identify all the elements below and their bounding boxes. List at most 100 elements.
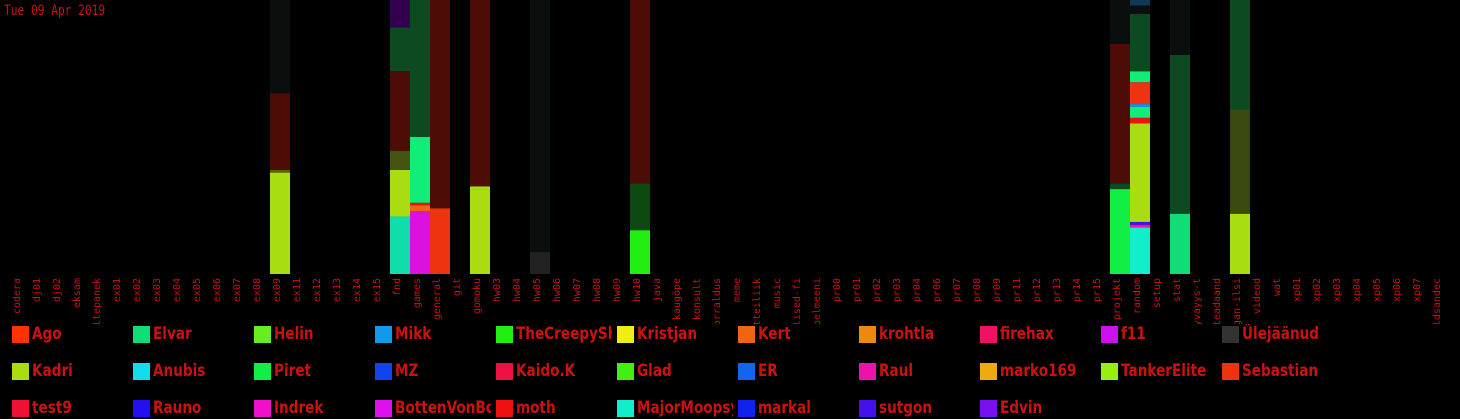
legend-item: firehax [980,324,1120,344]
tick-label-ex11: ex11 [292,278,303,302]
legend-label: Helin [274,324,314,344]
legend-swatch [1222,325,1239,343]
legend-label: marko169 [1000,361,1077,381]
tick-label-pr07: pr07 [952,278,963,302]
legend-label: Kert [758,324,791,344]
bar-segment-games-4 [410,0,430,137]
tick-label-ex12: ex12 [312,278,323,302]
bar-segment-vegan-ilsi-2 [1230,0,1250,110]
bar-stack-gomoku [470,0,490,274]
tick-label-pr04: pr04 [912,278,923,302]
tick-label-hw10: hw10 [632,278,643,302]
bar-segment-stat-0 [1170,213,1190,274]
legend-label: Mikk [395,324,432,344]
tick-label-java: java [652,278,663,302]
bar-segment-hw10-2 [630,0,650,184]
legend-label: MZ [395,361,419,381]
legend-item: Ülejäänud [1222,324,1362,344]
tick-label-games: games [412,278,423,308]
tick-label-gomoku: gomoku [472,278,483,314]
bar-segment-vegan-ilsi-1 [1230,109,1250,214]
bar-segment-gomoku-1 [470,186,490,190]
legend-label: Anubis [153,361,206,381]
legend-swatch [375,325,392,343]
tick-label-xp06: xp06 [1392,278,1403,302]
legend-swatch [1101,362,1118,380]
legend-swatch [859,325,876,343]
tick-label-pr15: pr15 [1092,278,1103,302]
legend-swatch [617,362,634,380]
legend-swatch [859,362,876,380]
legend-label: Piret [274,361,312,381]
legend-swatch [496,399,513,417]
bar-segment-ex09-3 [270,0,290,94]
legend-item: moth [496,398,636,418]
tick-label-ex15: ex15 [372,278,383,302]
legend-swatch [1222,362,1239,380]
legend-swatch [375,362,392,380]
legend-label: markal [758,398,811,418]
tick-label-pr03: pr03 [892,278,903,302]
bar-segment-fnd-4 [390,27,410,72]
tick-label-xp04: xp04 [1352,278,1363,302]
bar-segment-hw05-0 [530,252,550,274]
tick-label-meme: meme [732,278,743,302]
legend-swatch [375,399,392,417]
tick-label-ex03: ex03 [152,278,163,302]
bar-stack-general [430,0,450,274]
tick-label-setup: setup [1152,278,1163,308]
legend-swatch [1101,325,1118,343]
legend-label: Rauno [153,398,202,418]
tick-label-pr02: pr02 [872,278,883,302]
legend-item: Sebastian [1222,361,1362,381]
bar-segment-projekt-0 [1110,189,1130,274]
legend-item: Kert [738,324,878,344]
legend-swatch [617,325,634,343]
legend-label: test9 [32,398,72,418]
legend-label: Elvar [153,324,192,344]
tick-label-hw04: hw04 [512,278,523,302]
bar-segment-games-3 [410,137,430,203]
tick-label-random: random [1132,278,1143,314]
tick-label-pr11: pr11 [1012,278,1023,302]
legend-swatch [738,362,755,380]
tick-label-general: general [432,278,443,320]
tick-label-pr14: pr14 [1072,278,1083,302]
tick-label-hw05: hw05 [532,278,543,302]
tick-label-eksam: eksam [72,278,83,308]
legend-item: Elvar [133,324,273,344]
legend-label: Ago [32,324,62,344]
bar-segment-general-0 [430,208,450,274]
tick-label-hw08: hw08 [592,278,603,302]
legend-swatch [496,362,513,380]
tick-label-kaugõpe: kaugõpe [672,278,683,320]
bar-segment-general-1 [430,0,450,209]
bar-segment-hw10-0 [630,230,650,274]
tick-label-mitteiliik: mitteiliik [752,278,763,324]
bar-stack-projekt [1110,0,1130,274]
bar-segment-random-1 [1130,224,1150,228]
bar-segment-random-5 [1130,106,1150,118]
legend-swatch [254,399,271,417]
tick-label-xp01: xp01 [1292,278,1303,302]
tick-label-ex02: ex02 [132,278,143,302]
legend-item: Raul [859,361,999,381]
bar-stack-stat [1170,0,1190,274]
bar-segment-projekt-2 [1110,43,1130,184]
legend-item: Indrek [254,398,394,418]
bar-segment-random-2 [1130,221,1150,225]
legend-item: krohtla [859,324,999,344]
bar-segment-random-6 [1130,104,1150,107]
legend-swatch [133,362,150,380]
bar-segment-games-1 [410,205,430,211]
bar-stack-hw05 [530,0,550,274]
tick-label-xp07: xp07 [1412,278,1423,302]
tick-label-ex06: ex06 [212,278,223,302]
legend-item: test9 [12,398,152,418]
legend-swatch [12,399,29,417]
legend-item: Rauno [133,398,273,418]
tick-label-pr12: pr12 [1032,278,1043,302]
legend-item: ER [738,361,878,381]
bar-segment-stat-2 [1170,0,1190,55]
tick-label-videod: videod [1252,278,1263,314]
